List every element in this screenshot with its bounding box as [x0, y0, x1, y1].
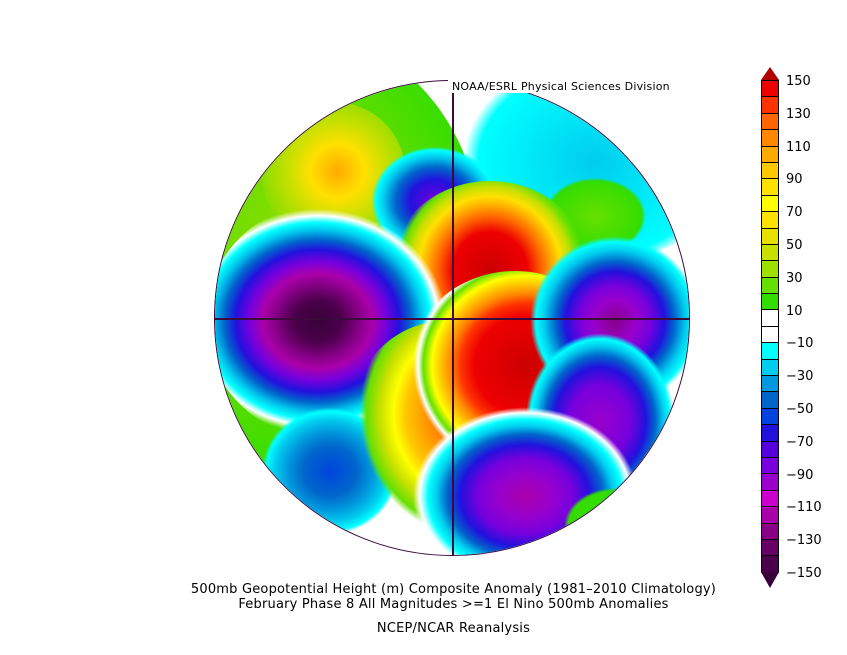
colorbar-cell: [761, 523, 779, 540]
colorbar-tick-label: −70: [786, 434, 814, 450]
colorbar-cell: [761, 162, 779, 180]
colorbar-min-arrow: [761, 572, 779, 588]
colorbar-cell: [761, 130, 779, 147]
colorbar-tick-label: 50: [786, 238, 803, 253]
colorbar-tick-label: 150: [786, 74, 811, 89]
colorbar-tick-label: 130: [786, 106, 811, 122]
colorbar-cell: [761, 80, 779, 98]
tropical-atlantic-positive: [555, 481, 675, 555]
colorbar-cell: [761, 556, 779, 573]
colorbar-tick-label: −130: [786, 533, 822, 549]
caption-source: NCEP/NCAR Reanalysis: [376, 621, 531, 636]
colorbar-cell: [761, 195, 779, 213]
colorbar-cell: [761, 212, 779, 229]
polar-anomaly-map: [214, 80, 690, 556]
colorbar-cell: [761, 359, 779, 377]
colorbar-cell: [761, 310, 779, 327]
colorbar-cell: [761, 507, 779, 524]
colorbar-tick-label: 90: [786, 172, 803, 188]
colorbar-cell: [761, 343, 779, 360]
colorbar-tick-label: −150: [786, 566, 822, 581]
colorbar-cell: [761, 261, 779, 278]
colorbar-cell: [761, 376, 779, 393]
colorbar-cell: [761, 474, 779, 491]
credit-label: NOAA/ESRL Physical Sciences Division: [448, 80, 674, 93]
colorbar-tick-label: 70: [786, 205, 803, 221]
colorbar-cell: [761, 294, 779, 311]
colorbar-tick-label: 10: [786, 303, 803, 319]
colorbar-cell: [761, 539, 779, 557]
colorbar-tick-label: −10: [786, 336, 814, 352]
colorbar-tick-label: 30: [786, 270, 803, 286]
colorbar-cell: [761, 392, 779, 409]
colorbar: [761, 67, 779, 588]
colorbar-cell: [761, 408, 779, 426]
colorbar-cell: [761, 113, 779, 131]
colorbar-cell: [761, 228, 779, 245]
colorbar-tick-label: −90: [786, 467, 814, 483]
colorbar-cell: [761, 277, 779, 295]
colorbar-cell: [761, 326, 779, 344]
colorbar-cell: [761, 146, 779, 163]
colorbar-cell: [761, 490, 779, 508]
caption-subtitle: February Phase 8 All Magnitudes >=1 El N…: [238, 597, 669, 612]
colorbar-cell: [761, 425, 779, 442]
colorbar-cell: [761, 457, 779, 475]
colorbar-max-arrow: [761, 67, 779, 80]
colorbar-cell: [761, 97, 779, 114]
colorbar-tick-label: −30: [786, 369, 814, 385]
colorbar-cell: [761, 244, 779, 262]
colorbar-tick-label: −110: [786, 500, 822, 516]
colorbar-tick-label: 110: [786, 139, 811, 155]
colorbar-cell: [761, 441, 779, 458]
colorbar-cell: [761, 179, 779, 196]
meridian-line-vertical: [452, 81, 454, 555]
caption-title: 500mb Geopotential Height (m) Composite …: [190, 582, 717, 597]
colorbar-tick-label: −50: [786, 402, 814, 417]
